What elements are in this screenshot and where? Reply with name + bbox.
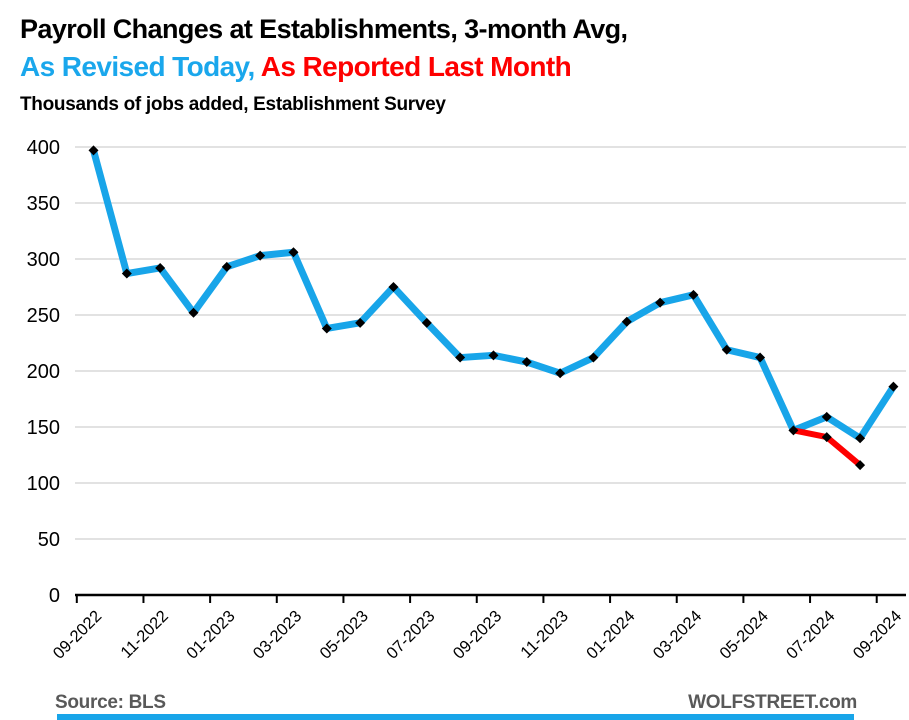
y-axis-tick-label: 250 (27, 305, 60, 327)
data-point-marker (255, 250, 266, 261)
source-note: Source: BLS (55, 692, 166, 713)
y-axis-tick-label: 0 (49, 585, 60, 607)
y-axis-tick-label: 350 (27, 193, 60, 215)
y-axis-tick-label: 200 (27, 361, 60, 383)
x-axis-tick-label: 07-2024 (783, 607, 839, 663)
data-point-marker (555, 368, 566, 379)
chart-title-line1: Payroll Changes at Establishments, 3-mon… (20, 14, 628, 44)
x-axis-tick-label: 07-2023 (383, 607, 439, 663)
chart-title-line2: As Revised Today, As Reported Last Month (20, 51, 627, 83)
x-axis-tick-label: 01-2023 (183, 607, 239, 663)
data-point-marker (88, 145, 99, 156)
legend-revised-today-label: As Revised Today, (20, 51, 255, 83)
data-point-marker (321, 323, 332, 334)
x-axis-tick-label: 03-2024 (650, 607, 706, 663)
x-axis-tick-label: 05-2024 (716, 607, 772, 663)
data-point-marker (355, 317, 366, 328)
data-point-marker (788, 425, 799, 436)
data-point-marker (221, 261, 232, 272)
data-point-marker (121, 268, 132, 279)
data-point-marker (388, 282, 399, 292)
y-axis-tick-label: 150 (27, 417, 60, 439)
x-axis-tick-label: 05-2023 (316, 607, 372, 663)
data-point-marker (755, 352, 766, 363)
data-point-marker (855, 433, 866, 444)
data-point-marker (155, 262, 166, 273)
y-axis-tick-label: 400 (27, 137, 60, 159)
data-point-marker (855, 460, 866, 471)
x-axis-tick-label: 09-2024 (850, 607, 906, 663)
data-point-marker (688, 289, 699, 300)
data-point-marker (621, 316, 632, 327)
data-point-marker (421, 317, 432, 328)
data-point-marker (488, 350, 499, 361)
bottom-accent-bar (57, 714, 854, 720)
x-axis-tick-label: 11-2023 (517, 607, 572, 662)
data-point-marker (888, 381, 899, 392)
data-point-marker (521, 357, 532, 368)
data-point-marker (288, 247, 299, 258)
data-point-marker (188, 307, 199, 318)
x-axis-tick-label: 09-2022 (50, 607, 106, 663)
data-point-marker (721, 344, 732, 355)
y-axis-tick-label: 50 (38, 529, 60, 551)
chart-header: Payroll Changes at Establishments, 3-mon… (20, 14, 628, 116)
data-point-marker (821, 432, 832, 443)
y-axis-tick-label: 100 (27, 473, 60, 495)
legend-reported-last-month-label: As Reported Last Month (254, 51, 572, 83)
data-point-marker (588, 352, 599, 363)
x-axis-tick-label: 03-2023 (250, 607, 306, 663)
data-point-marker (455, 352, 466, 363)
brand-watermark: WOLFSTREET.com (688, 692, 857, 713)
data-point-marker (655, 297, 666, 308)
x-axis-tick-label: 11-2022 (117, 607, 172, 662)
x-axis-tick-label: 09-2023 (450, 607, 506, 663)
y-axis-tick-label: 300 (27, 249, 60, 271)
data-point-marker (821, 411, 832, 422)
x-axis-tick-label: 01-2024 (583, 607, 639, 663)
chart-subtitle: Thousands of jobs added, Establishment S… (20, 93, 446, 115)
series-line-revised-today (90, 146, 897, 442)
